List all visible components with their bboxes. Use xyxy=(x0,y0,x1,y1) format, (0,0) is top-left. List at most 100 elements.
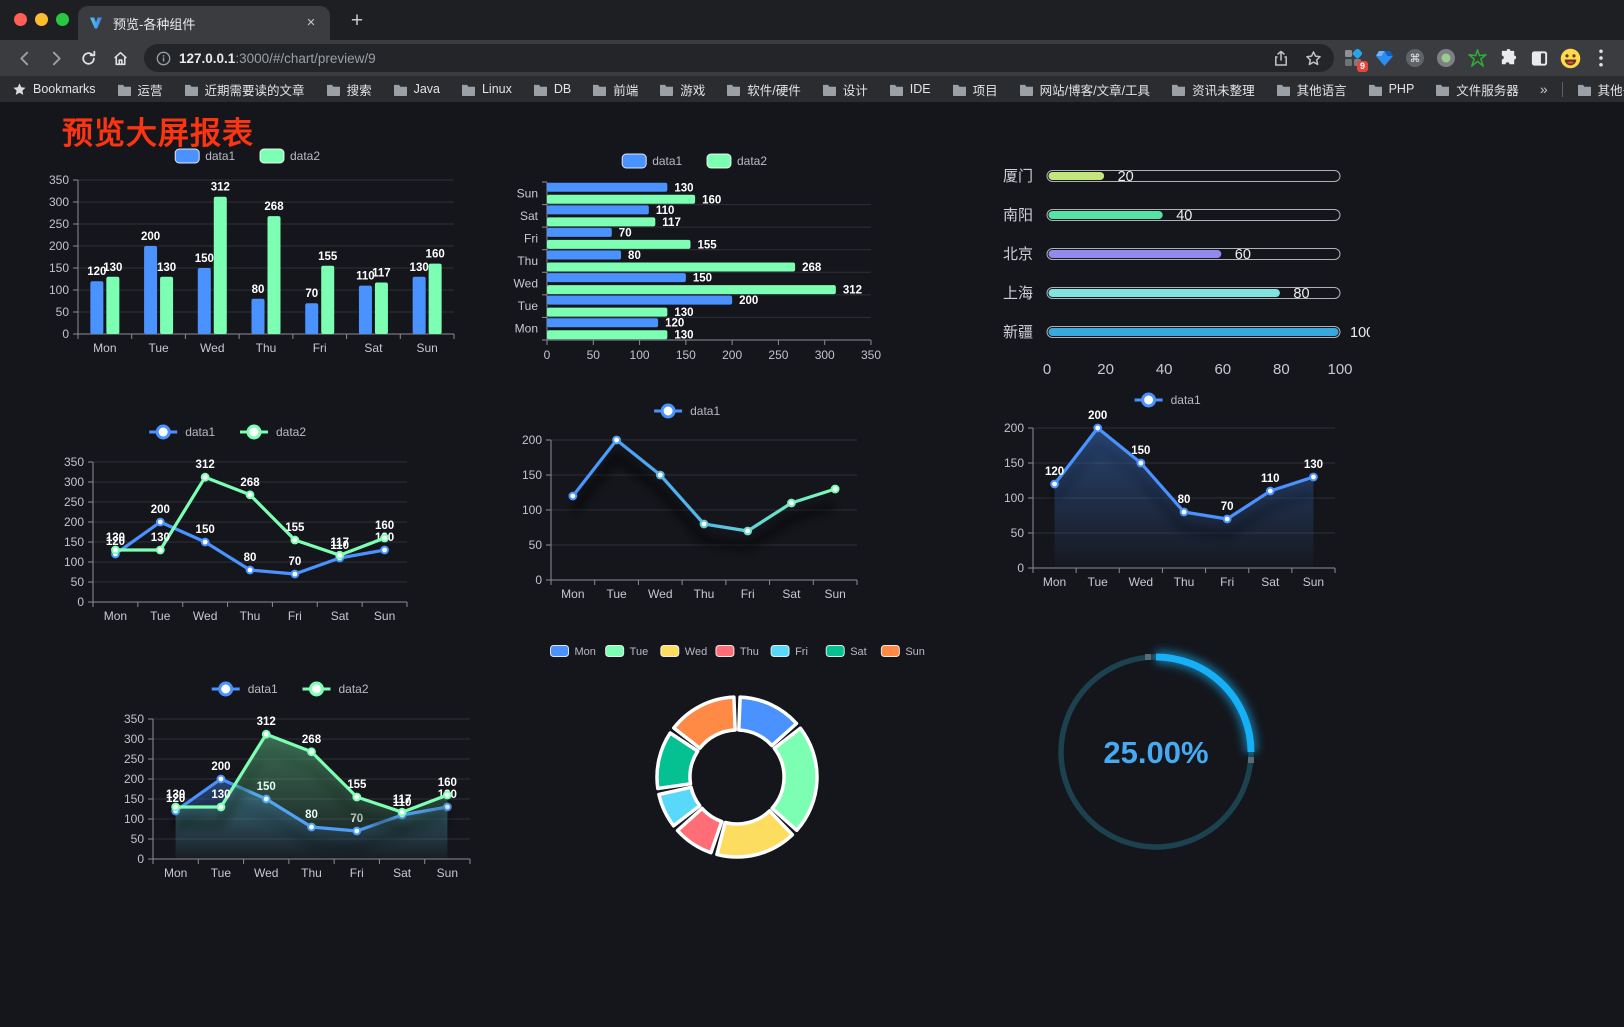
svg-text:Thu: Thu xyxy=(740,646,759,658)
svg-text:Mon: Mon xyxy=(104,609,127,623)
svg-text:130: 130 xyxy=(674,330,693,342)
bookmark-folder[interactable]: DB xyxy=(533,80,571,99)
close-window-button[interactable] xyxy=(14,13,27,26)
svg-text:155: 155 xyxy=(285,522,305,534)
svg-text:200: 200 xyxy=(739,295,758,307)
browser-menu-icon[interactable] xyxy=(1590,47,1612,69)
bookmarks-divider xyxy=(1561,81,1563,97)
svg-text:200: 200 xyxy=(64,515,84,529)
bookmark-folder[interactable]: 项目 xyxy=(952,80,998,99)
svg-text:Sun: Sun xyxy=(517,186,538,200)
bookmark-folder[interactable]: 近期需要读的文章 xyxy=(184,80,305,99)
svg-text:Mon: Mon xyxy=(93,341,116,355)
url-host: 127.0.0.1 xyxy=(179,50,236,66)
svg-text:50: 50 xyxy=(587,348,601,362)
svg-text:Sun: Sun xyxy=(905,646,925,658)
url-path: :3000/#/chart/preview/9 xyxy=(235,50,376,66)
tab-title: 预览-各种组件 xyxy=(113,16,196,32)
svg-text:250: 250 xyxy=(49,217,69,231)
active-tab[interactable]: 预览-各种组件 × xyxy=(78,6,330,40)
bookmark-folder[interactable]: Linux xyxy=(461,80,512,99)
other-bookmarks[interactable]: 其他书签 xyxy=(1577,80,1624,99)
grid-extension-icon[interactable]: 9 xyxy=(1342,47,1368,72)
bookmark-folder[interactable]: 前端 xyxy=(592,80,638,99)
share-icon[interactable] xyxy=(1273,50,1289,67)
bookmarks-root[interactable]: Bookmarks xyxy=(12,82,96,97)
svg-text:155: 155 xyxy=(697,239,717,251)
svg-text:130: 130 xyxy=(166,789,185,801)
forward-button[interactable] xyxy=(43,45,69,71)
svg-text:data1: data1 xyxy=(248,682,278,696)
bookmark-folder[interactable]: 搜索 xyxy=(326,80,372,99)
svg-text:Fri: Fri xyxy=(313,341,327,355)
two-series-area-chart: data1 data2 0 50 100 150 200 250 300 350 Mon Tue Wed… xyxy=(95,667,490,907)
zoom-window-button[interactable] xyxy=(56,13,69,26)
svg-text:Wed: Wed xyxy=(193,609,217,623)
svg-text:350: 350 xyxy=(64,455,84,469)
bookmarks-overflow-chevron[interactable]: » xyxy=(1539,81,1548,97)
bookmark-folder[interactable]: 设计 xyxy=(822,80,868,99)
emoji-extension-icon[interactable] xyxy=(1559,47,1581,69)
bookmark-folder[interactable]: Java xyxy=(393,80,440,99)
svg-text:data1: data1 xyxy=(185,425,215,439)
svg-text:Fri: Fri xyxy=(288,609,302,623)
bookmark-folder[interactable]: 资讯未整理 xyxy=(1171,80,1255,99)
svg-text:200: 200 xyxy=(1088,410,1107,422)
svg-text:Sat: Sat xyxy=(782,587,801,601)
svg-text:120: 120 xyxy=(106,536,125,548)
command-extension-icon[interactable]: ⌘ xyxy=(1404,47,1426,69)
new-tab-button[interactable]: + xyxy=(350,9,364,32)
svg-text:155: 155 xyxy=(347,779,367,791)
svg-text:0: 0 xyxy=(1043,361,1051,378)
svg-text:120: 120 xyxy=(87,266,106,278)
puzzle-extensions-icon[interactable] xyxy=(1497,47,1519,69)
bookmark-folder[interactable]: 文件服务器 xyxy=(1435,80,1519,99)
svg-text:150: 150 xyxy=(1131,445,1150,457)
city-progress-bars-chart: 厦门 20 南阳 40 北京 60 上海 80 新疆 100 0 20 40 60 80 100 xyxy=(995,152,1374,397)
svg-text:40: 40 xyxy=(1176,208,1192,224)
svg-text:350: 350 xyxy=(861,348,881,362)
bookmark-folder[interactable]: 其他语言 xyxy=(1276,80,1347,99)
svg-text:200: 200 xyxy=(211,761,230,773)
reload-button[interactable] xyxy=(75,45,101,71)
bookmark-star-icon[interactable] xyxy=(1305,50,1322,67)
svg-text:Thu: Thu xyxy=(240,609,261,623)
url-bar[interactable]: 127.0.0.1:3000/#/chart/preview/9 xyxy=(144,44,1334,72)
home-button[interactable] xyxy=(107,45,133,71)
bookmark-folder[interactable]: 网站/博客/文章/工具 xyxy=(1019,80,1150,99)
record-circle-extension-icon[interactable] xyxy=(1435,47,1457,69)
svg-text:120: 120 xyxy=(166,793,185,805)
site-info-icon[interactable] xyxy=(156,51,171,66)
svg-text:20: 20 xyxy=(1097,361,1114,378)
svg-text:130: 130 xyxy=(157,262,176,274)
svg-text:50: 50 xyxy=(56,305,70,319)
svg-text:Sat: Sat xyxy=(393,866,412,880)
svg-text:150: 150 xyxy=(676,348,696,362)
minimize-window-button[interactable] xyxy=(35,13,48,26)
bookmark-folder[interactable]: PHP xyxy=(1368,80,1414,99)
svg-text:70: 70 xyxy=(288,556,301,568)
svg-text:50: 50 xyxy=(71,575,85,589)
svg-text:350: 350 xyxy=(49,173,69,187)
back-button[interactable] xyxy=(11,45,37,71)
tab-close-icon[interactable]: × xyxy=(306,14,316,31)
bookmark-folder[interactable]: 游戏 xyxy=(659,80,705,99)
bookmark-folder[interactable]: 软件/硬件 xyxy=(726,80,801,99)
site-favicon xyxy=(88,15,104,31)
svg-text:data2: data2 xyxy=(339,682,369,696)
bookmark-folder[interactable]: 运营 xyxy=(117,80,163,99)
bookmark-folders: 运营 近期需要读的文章 搜索 Java Linux DB 前端 游戏 软件/硬件 设计 IDE 项目 网… xyxy=(117,80,1519,99)
svg-text:50: 50 xyxy=(529,538,543,552)
svg-text:150: 150 xyxy=(64,535,84,549)
svg-text:Sat: Sat xyxy=(1261,575,1280,589)
svg-text:Tue: Tue xyxy=(1088,575,1109,589)
green-star-extension-icon[interactable] xyxy=(1466,47,1488,69)
svg-text:Tue: Tue xyxy=(606,587,627,601)
svg-text:50: 50 xyxy=(131,832,145,846)
gem-extension-icon[interactable] xyxy=(1373,47,1395,69)
svg-text:Sat: Sat xyxy=(850,646,867,658)
svg-text:130: 130 xyxy=(674,182,693,194)
sidebar-toggle-icon[interactable] xyxy=(1528,47,1550,69)
bookmark-folder[interactable]: IDE xyxy=(889,80,931,99)
svg-text:Sun: Sun xyxy=(416,341,437,355)
